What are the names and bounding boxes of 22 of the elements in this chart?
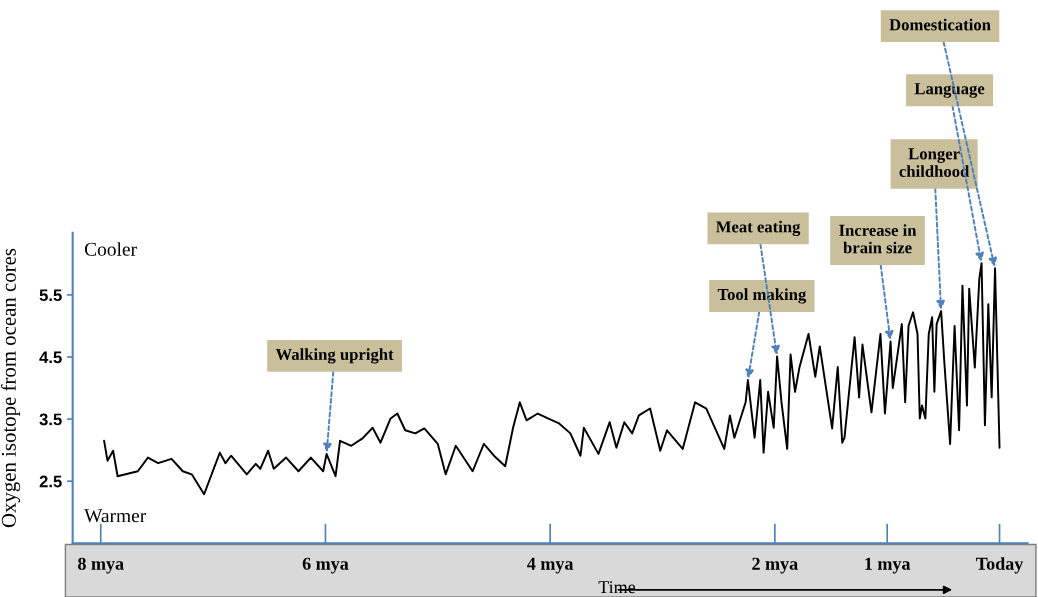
annotation: Longer childhood — [899, 148, 970, 177]
annotation: Walking upright — [275, 348, 394, 364]
x-tick-label: 1 mya — [865, 557, 911, 574]
y-axis-title: Oxygen isotope from ocean cores — [0, 248, 21, 528]
x-tick-label: 6 mya — [302, 557, 349, 574]
y-tick-label: 5.5 — [39, 289, 62, 302]
y-tick-label: 3.5 — [39, 413, 62, 426]
annotation: Cooler — [84, 242, 137, 256]
annotation: Language — [914, 83, 985, 98]
annotation: Warmer — [84, 509, 147, 523]
y-tick-label: 4.5 — [39, 351, 62, 364]
annotation: Tool making — [717, 288, 807, 304]
line-series — [103, 262, 1001, 496]
y-tick-label: 2.5 — [39, 475, 62, 488]
annotation: Increase in brain size — [839, 224, 917, 254]
x-tick-label: Today — [976, 557, 1024, 574]
x-axis-title: Time — [598, 581, 636, 594]
x-tick-label: 8 mya — [78, 557, 124, 574]
annotation: Meat eating — [716, 220, 801, 237]
x-tick-label: 2 mya — [752, 557, 798, 574]
x-tick-label: 4 mya — [527, 557, 574, 574]
annotation: Domestication — [889, 18, 991, 31]
